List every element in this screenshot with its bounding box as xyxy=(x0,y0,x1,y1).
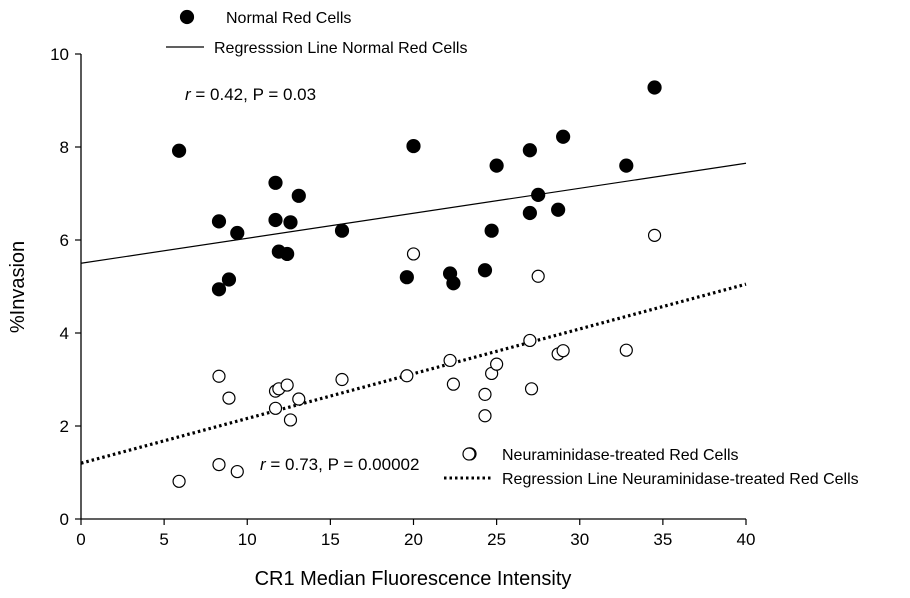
neuraminidase-data-point xyxy=(268,401,283,415)
neuraminidase-data-point xyxy=(292,392,306,406)
x-tick-label: 40 xyxy=(737,530,756,549)
neuraminidase-data-point xyxy=(478,387,492,401)
y-tick-label: 6 xyxy=(60,231,69,250)
normal-r-value: = 0.42, P = 0.03 xyxy=(191,85,316,104)
x-tick-label: 30 xyxy=(570,530,589,549)
neuraminidase-data-point xyxy=(212,369,226,383)
neuraminidase-data-point xyxy=(230,464,244,479)
neuraminidase-data-point xyxy=(619,343,633,357)
neuraminidase-data-point xyxy=(523,333,537,348)
normal-correlation-annotation: r = 0.42, P = 0.03 xyxy=(185,85,316,104)
normal-data-point xyxy=(230,225,245,241)
normal-data-point xyxy=(171,143,187,158)
x-tick-label: 25 xyxy=(487,530,506,549)
legend-normal-line-label: Regresssion Line Normal Red Cells xyxy=(214,40,467,57)
normal-data-point xyxy=(619,158,634,173)
normal-data-point xyxy=(211,282,227,297)
legend-neuraminidase-line-label: Regression Line Neuraminidase-treated Re… xyxy=(502,471,859,488)
neuraminidase-r-value: = 0.73, P = 0.00002 xyxy=(266,455,420,474)
x-tick-label: 15 xyxy=(321,530,340,549)
y-axis-title: %Invasion xyxy=(7,241,29,333)
x-tick-label: 0 xyxy=(76,530,85,549)
neuraminidase-r-symbol: r xyxy=(260,455,267,474)
neuraminidase-data-point xyxy=(478,409,492,423)
neuraminidase-data-point xyxy=(222,391,236,405)
neuraminidase-data-point xyxy=(446,377,460,391)
y-tick-label: 10 xyxy=(50,45,69,64)
ticks: 0 5 10 15 20 25 30 35 40 0 2 4 6 8 10 xyxy=(50,45,755,549)
neuraminidase-data-point xyxy=(443,353,457,368)
normal-data-point xyxy=(446,276,461,291)
neuraminidase-data-point xyxy=(524,382,539,396)
normal-data-point xyxy=(551,202,566,217)
legend-normal-label: Normal Red Cells xyxy=(226,10,351,27)
regression-line-neuraminidase xyxy=(80,282,747,465)
neuraminidase-data-point xyxy=(212,457,226,472)
neuraminidase-data-point xyxy=(406,247,421,261)
x-tick-label: 10 xyxy=(238,530,257,549)
regression-line-normal xyxy=(80,162,747,264)
normal-r-symbol: r xyxy=(185,85,192,104)
normal-data-point xyxy=(221,272,237,287)
neuraminidase-correlation-annotation: r = 0.73, P = 0.00002 xyxy=(260,455,419,474)
normal-data-point xyxy=(334,223,350,238)
normal-data-point xyxy=(647,80,662,95)
normal-data-point xyxy=(489,158,504,173)
normal-data-point xyxy=(484,223,499,238)
neuraminidase-data-point xyxy=(283,413,298,427)
normal-data-point xyxy=(556,129,571,144)
legend-neuraminidase-label: Neuraminidase-treated Red Cells xyxy=(502,447,739,464)
normal-data-point xyxy=(268,212,283,228)
neuraminidase-data-point xyxy=(647,228,662,242)
neuraminidase-data-point xyxy=(335,372,349,387)
neuraminidase-data-point xyxy=(172,474,186,488)
regression-lines xyxy=(80,162,747,465)
x-tick-label: 35 xyxy=(653,530,672,549)
normal-data-point xyxy=(522,143,537,158)
legend-bottom: Neuraminidase-treated Red Cells Regressi… xyxy=(444,447,859,488)
legend-top: Normal Red Cells Regresssion Line Normal… xyxy=(166,9,467,57)
normal-data-point xyxy=(399,270,414,285)
y-tick-label: 0 xyxy=(60,510,69,529)
legend-neuraminidase-marker xyxy=(462,447,476,461)
normal-data-point xyxy=(283,215,298,230)
x-axis-title: CR1 Median Fluorescence Intensity xyxy=(255,568,572,590)
neuraminidase-data-point xyxy=(531,269,545,283)
x-tick-label: 5 xyxy=(159,530,168,549)
normal-data-point xyxy=(522,205,537,221)
normal-data-point xyxy=(280,246,295,262)
neuraminidase-data-point xyxy=(400,369,414,383)
normal-data-point xyxy=(268,175,283,190)
normal-data-point xyxy=(477,263,493,278)
normal-data-point xyxy=(531,187,546,202)
normal-data-point xyxy=(211,214,227,229)
normal-data-point xyxy=(291,188,306,203)
data-points xyxy=(171,80,662,488)
y-tick-label: 4 xyxy=(60,324,69,343)
y-tick-label: 8 xyxy=(60,138,69,157)
neuraminidase-data-point xyxy=(556,344,570,358)
normal-data-point xyxy=(406,138,421,154)
legend-normal-marker xyxy=(179,9,195,25)
neuraminidase-data-point xyxy=(490,357,504,371)
neuraminidase-data-point xyxy=(280,378,294,392)
y-tick-label: 2 xyxy=(60,417,69,436)
x-tick-label: 20 xyxy=(404,530,423,549)
